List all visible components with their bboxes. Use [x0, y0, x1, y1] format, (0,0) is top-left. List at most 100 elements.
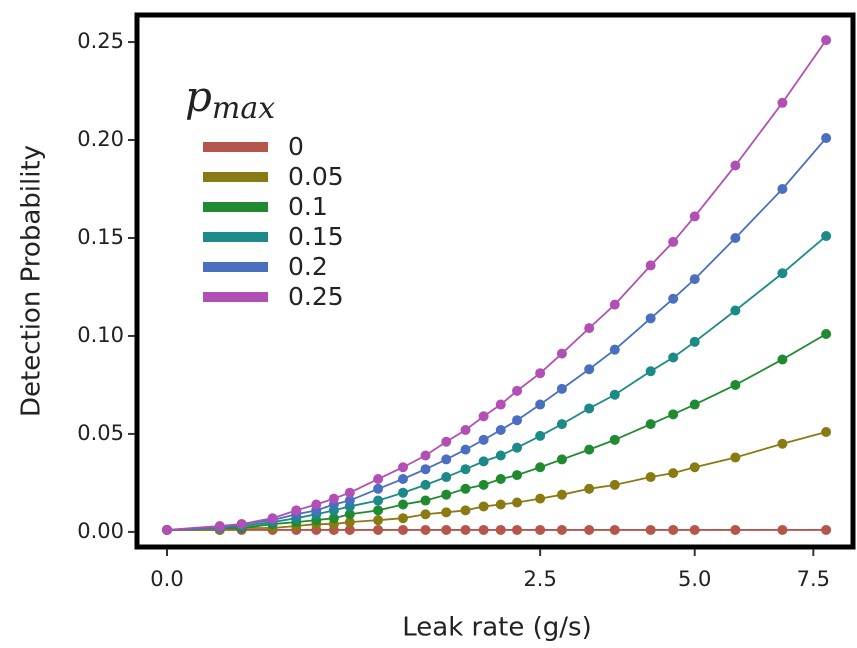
data-point: [478, 456, 489, 467]
data-point: [535, 399, 546, 410]
data-point: [730, 379, 741, 390]
data-point: [609, 479, 620, 490]
data-point: [373, 495, 384, 506]
legend-label: 0.1: [288, 192, 328, 221]
data-point: [689, 211, 700, 222]
data-point: [668, 468, 679, 479]
data-point: [495, 499, 506, 510]
data-point: [535, 493, 546, 504]
y-tick-label: 0.20: [77, 127, 124, 151]
data-point: [162, 524, 172, 535]
data-point: [730, 232, 741, 243]
data-point: [668, 409, 679, 420]
data-point: [420, 495, 431, 506]
data-point: [495, 474, 506, 485]
y-tick-label: 0.10: [77, 323, 124, 347]
data-point: [821, 35, 832, 46]
data-point: [668, 352, 679, 363]
data-point: [344, 517, 355, 528]
data-point: [584, 444, 595, 455]
data-point: [420, 464, 431, 475]
series-line: [166, 235, 827, 531]
data-point: [344, 509, 355, 520]
data-point: [730, 524, 741, 535]
data-point: [420, 524, 431, 535]
data-point: [556, 348, 567, 359]
data-point: [441, 436, 452, 447]
data-point: [730, 305, 741, 316]
data-point: [584, 323, 595, 334]
data-point: [311, 499, 322, 510]
data-point: [777, 268, 788, 279]
data-point: [495, 524, 506, 535]
x-tick-label: 5.0: [678, 567, 711, 591]
data-point: [478, 501, 489, 512]
data-point: [460, 464, 471, 475]
data-point: [328, 513, 339, 524]
x-tick-label: 2.5: [523, 567, 556, 591]
data-point: [689, 336, 700, 347]
data-point: [609, 389, 620, 400]
legend-label: 0: [288, 132, 304, 161]
data-point: [460, 505, 471, 516]
data-point: [645, 472, 656, 483]
data-point: [609, 299, 620, 310]
data-point: [214, 521, 225, 532]
data-point: [535, 462, 546, 473]
data-point: [512, 415, 523, 426]
data-point: [460, 425, 471, 436]
data-point: [420, 479, 431, 490]
data-point: [777, 438, 788, 449]
data-point: [460, 483, 471, 494]
data-point: [344, 524, 355, 535]
data-point: [535, 524, 546, 535]
data-point: [344, 487, 355, 498]
data-point: [478, 479, 489, 490]
data-point: [777, 97, 788, 108]
data-point: [398, 513, 409, 524]
data-point: [512, 385, 523, 396]
data-point: [478, 524, 489, 535]
y-tick-label: 0.15: [77, 225, 124, 249]
x-tick-label: 0.0: [150, 567, 183, 591]
data-point: [495, 399, 506, 410]
data-point: [398, 499, 409, 510]
data-point: [398, 524, 409, 535]
data-point: [730, 160, 741, 171]
data-point: [689, 524, 700, 535]
data-point: [535, 368, 546, 379]
data-point: [344, 495, 355, 506]
data-point: [556, 524, 567, 535]
data-point: [398, 474, 409, 485]
legend-label: 0.2: [288, 252, 328, 281]
data-point: [373, 505, 384, 516]
data-point: [460, 524, 471, 535]
data-point: [398, 487, 409, 498]
legend-title: pmax: [185, 72, 275, 126]
data-point: [420, 509, 431, 520]
data-point: [236, 519, 247, 530]
legend-label: 0.05: [288, 162, 344, 191]
data-point: [556, 383, 567, 394]
data-point: [495, 450, 506, 461]
data-point: [373, 524, 384, 535]
data-point: [291, 505, 302, 516]
data-point: [777, 184, 788, 195]
data-point: [556, 419, 567, 430]
data-point: [328, 493, 339, 504]
data-point: [535, 430, 546, 441]
series-line: [166, 137, 827, 531]
data-point: [821, 231, 832, 242]
plot-frame: [134, 12, 856, 550]
data-point: [821, 426, 832, 437]
data-point: [777, 354, 788, 365]
data-point: [645, 419, 656, 430]
data-point: [373, 474, 384, 485]
data-point: [267, 513, 278, 524]
data-point: [689, 399, 700, 410]
data-point: [512, 470, 523, 481]
data-point: [478, 411, 489, 422]
data-point: [645, 524, 656, 535]
data-point: [821, 133, 832, 144]
